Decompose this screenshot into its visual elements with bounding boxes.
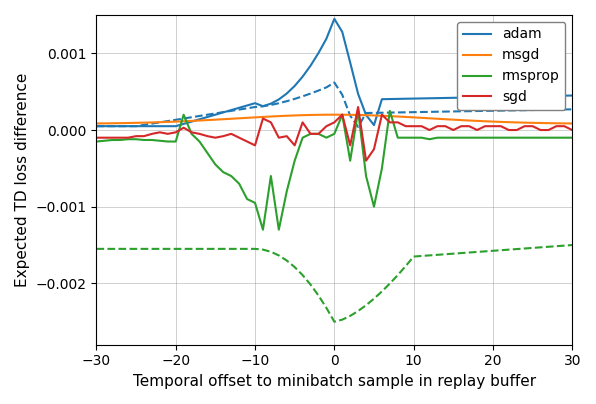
- rmsprop: [521, 135, 528, 140]
- sgd: [93, 135, 100, 140]
- rmsprop: [569, 135, 576, 140]
- msgd: [259, 114, 266, 119]
- sgd: [347, 143, 354, 148]
- Line: msgd: msgd: [97, 115, 572, 124]
- Line: adam: adam: [97, 19, 572, 126]
- sgd: [521, 124, 528, 128]
- sgd: [569, 128, 576, 133]
- rmsprop: [259, 227, 266, 232]
- Legend: adam, msgd, rmsprop, sgd: adam, msgd, rmsprop, sgd: [458, 22, 565, 110]
- adam: [331, 17, 338, 21]
- sgd: [362, 158, 370, 163]
- msgd: [513, 120, 520, 125]
- rmsprop: [204, 151, 211, 156]
- X-axis label: Temporal offset to minibatch sample in replay buffer: Temporal offset to minibatch sample in r…: [133, 374, 536, 389]
- rmsprop: [188, 131, 195, 136]
- msgd: [386, 114, 393, 118]
- msgd: [93, 121, 100, 126]
- msgd: [188, 118, 195, 123]
- Line: sgd: sgd: [97, 107, 572, 161]
- sgd: [259, 116, 266, 121]
- msgd: [569, 121, 576, 126]
- Y-axis label: Expected TD loss difference: Expected TD loss difference: [15, 73, 30, 287]
- adam: [355, 91, 362, 96]
- msgd: [355, 113, 362, 118]
- rmsprop: [267, 174, 274, 179]
- rmsprop: [362, 174, 370, 179]
- adam: [259, 104, 266, 109]
- msgd: [204, 118, 211, 122]
- msgd: [331, 112, 338, 117]
- sgd: [204, 134, 211, 139]
- adam: [204, 115, 211, 120]
- adam: [569, 93, 576, 98]
- adam: [513, 94, 520, 99]
- sgd: [355, 105, 362, 109]
- Line: rmsprop: rmsprop: [97, 111, 572, 230]
- sgd: [394, 120, 401, 125]
- adam: [188, 119, 195, 124]
- adam: [386, 97, 393, 101]
- rmsprop: [394, 135, 401, 140]
- rmsprop: [355, 108, 362, 113]
- rmsprop: [93, 139, 100, 144]
- adam: [93, 124, 100, 128]
- sgd: [188, 130, 195, 135]
